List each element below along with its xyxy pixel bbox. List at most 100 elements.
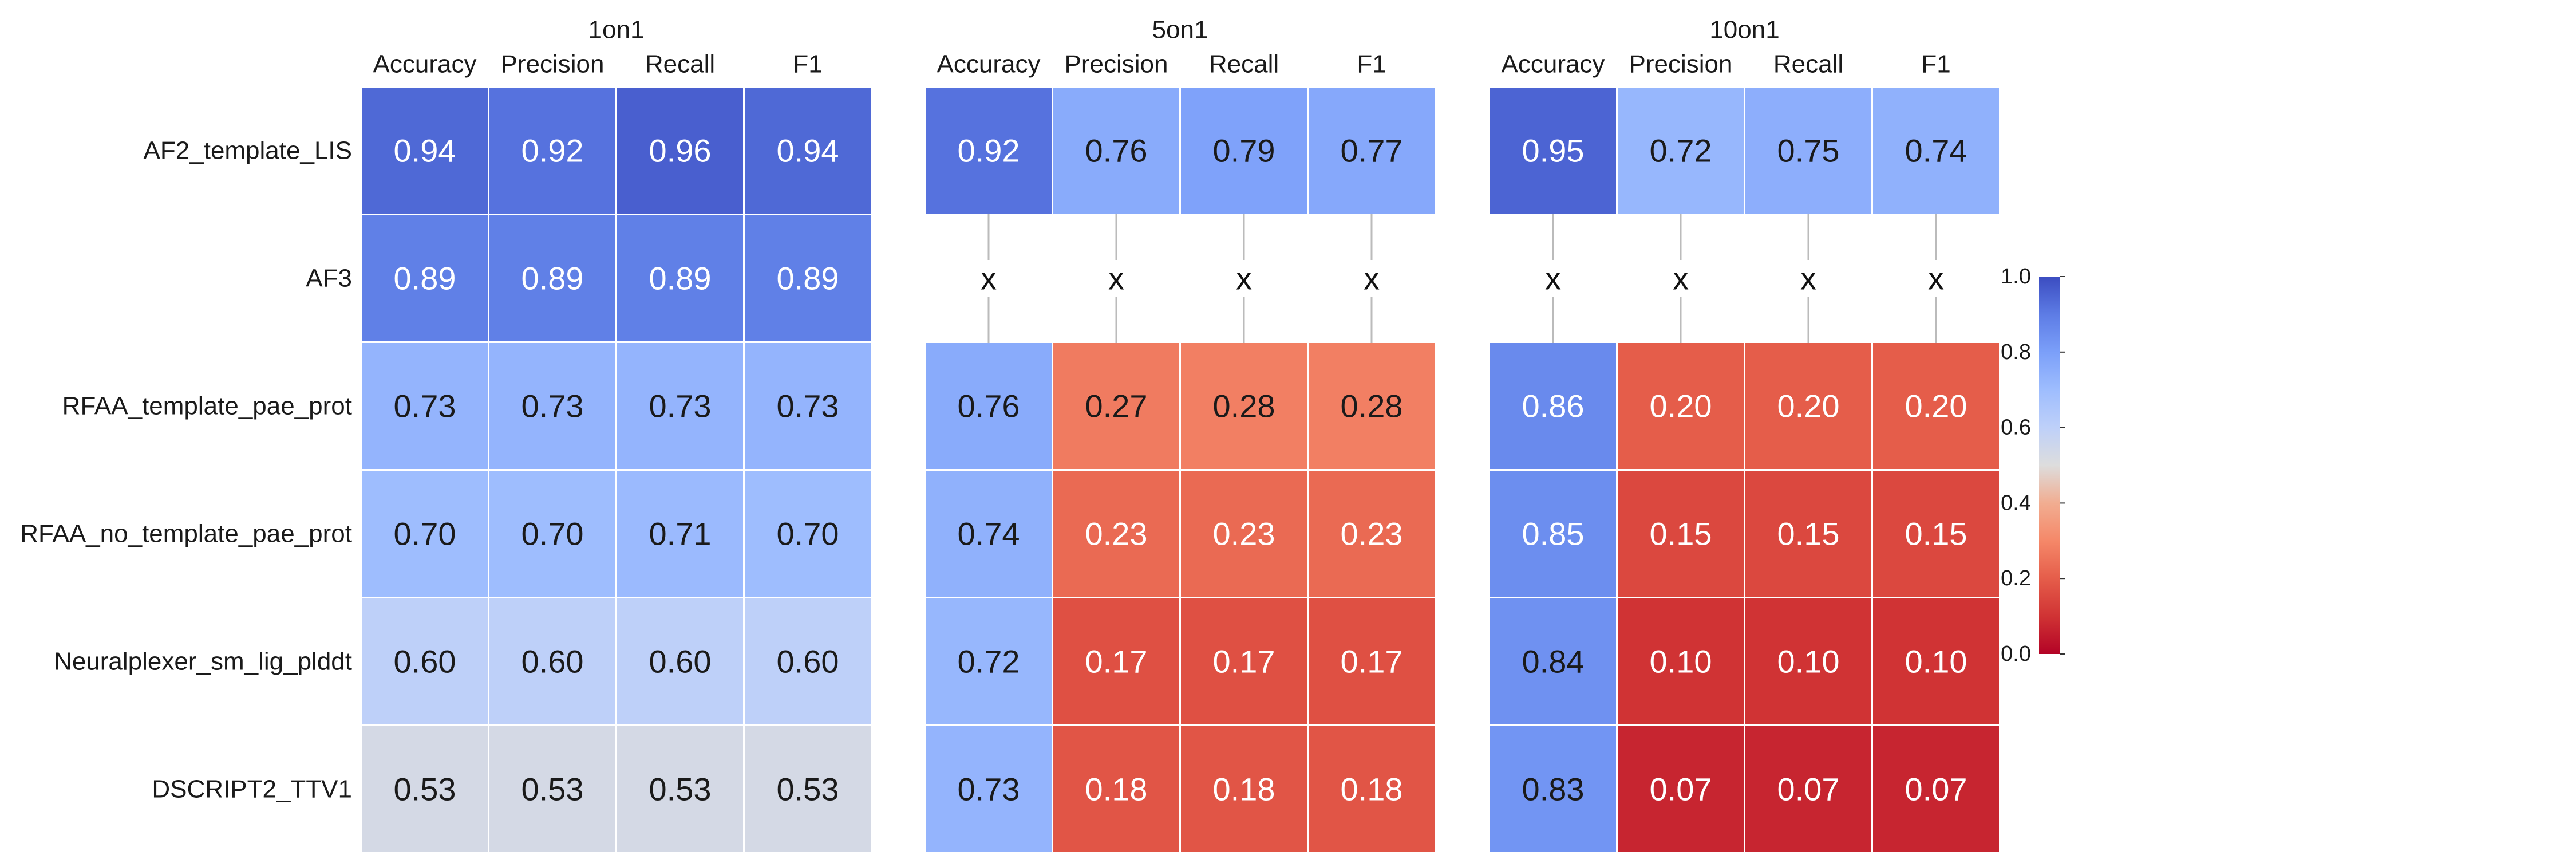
cell-value: 0.76 xyxy=(958,388,1020,424)
missing-marker-bg xyxy=(1229,260,1259,297)
panel-title: 5on1 xyxy=(1152,16,1208,44)
row-labels: AF2_template_LIS AF3 RFAA_template_pae_pro… xyxy=(20,137,352,803)
colorbar-tick-label: 1.0 xyxy=(2001,265,2031,289)
heatmap-cell xyxy=(1309,343,1435,469)
colorbar-tick-label: 0.4 xyxy=(2001,491,2031,515)
missing-marker: x xyxy=(1108,261,1124,297)
column-label-precision: Precision xyxy=(1065,50,1168,78)
cell-value: 0.73 xyxy=(777,388,839,424)
panels: 1on1 Accuracy Precision Recall F1 0.94 0.92 0.9… xyxy=(362,16,1999,852)
cell-value: 0.60 xyxy=(777,644,839,680)
cell-value: 0.84 xyxy=(1522,644,1585,680)
heatmap-cell xyxy=(1181,88,1307,214)
column-label-recall: Recall xyxy=(645,50,715,78)
heatmap-cell xyxy=(617,598,743,724)
cell-value: 0.60 xyxy=(521,644,584,680)
cell-value: 0.17 xyxy=(1085,644,1148,680)
heatmap-cell xyxy=(362,471,488,597)
cell-value: 0.07 xyxy=(1905,771,1967,807)
cell-value: 0.15 xyxy=(1650,516,1712,552)
column-label-f1: F1 xyxy=(1921,50,1950,78)
heatmap-cell xyxy=(1181,343,1307,469)
cell-value: 0.70 xyxy=(394,516,456,552)
colorbar-tick-label: 0.6 xyxy=(2001,416,2031,440)
cell-value: 0.94 xyxy=(777,133,839,169)
heatmap-cell xyxy=(1181,726,1307,852)
cell-value: 0.79 xyxy=(1213,133,1275,169)
heatmap-cell xyxy=(1490,471,1616,597)
heatmap-cell xyxy=(617,471,743,597)
cell-value: 0.10 xyxy=(1905,644,1967,680)
heatmap-cell xyxy=(362,726,488,852)
heatmap-cell xyxy=(489,471,615,597)
colorbar: 0.0 0.2 0.4 0.6 0.8 1.0 xyxy=(2001,265,2065,666)
cell-value: 0.83 xyxy=(1522,771,1585,807)
cell-value: 0.17 xyxy=(1341,644,1403,680)
heatmap-cell xyxy=(1873,471,1999,597)
heatmap-cell xyxy=(617,215,743,341)
cell-value: 0.89 xyxy=(394,261,456,297)
column-label-precision: Precision xyxy=(1629,50,1733,78)
heatmap-cell xyxy=(745,726,871,852)
heatmap-cell xyxy=(1618,726,1744,852)
heatmap-cell xyxy=(1745,598,1871,724)
cell-value: 0.18 xyxy=(1213,771,1275,807)
heatmap-cell xyxy=(1873,88,1999,214)
cell-value: 0.20 xyxy=(1650,388,1712,424)
cell-value: 0.15 xyxy=(1777,516,1840,552)
missing-marker-bg xyxy=(974,260,1003,297)
column-label-accuracy: Accuracy xyxy=(1502,50,1605,78)
heatmap-cell xyxy=(1745,343,1871,469)
heatmap-cell xyxy=(1309,726,1435,852)
missing-marker: x xyxy=(1236,261,1252,297)
heatmap-cell xyxy=(1181,598,1307,724)
cell-value: 0.72 xyxy=(1650,133,1712,169)
heatmap-cell xyxy=(1618,598,1744,724)
panel-title: 10on1 xyxy=(1709,16,1779,44)
panel-10on1: 10on1 Accuracy Precision Recall F1 0.95 0.72 0.… xyxy=(1490,16,1999,852)
heatmap-cell xyxy=(1618,343,1744,469)
heatmap-cell xyxy=(1053,88,1179,214)
missing-marker-bg xyxy=(1101,260,1131,297)
cell-value: 0.10 xyxy=(1650,644,1712,680)
cell-value: 0.17 xyxy=(1213,644,1275,680)
missing-marker: x xyxy=(981,261,997,297)
colorbar-tick-label: 0.8 xyxy=(2001,340,2031,364)
cell-value: 0.53 xyxy=(394,771,456,807)
column-label-recall: Recall xyxy=(1773,50,1843,78)
cell-value: 0.18 xyxy=(1341,771,1403,807)
panel-1on1: 1on1 Accuracy Precision Recall F1 0.94 0.92 0.9… xyxy=(362,16,871,852)
colorbar-tick-label: 0.0 xyxy=(2001,642,2031,666)
cell-value: 0.73 xyxy=(521,388,584,424)
cell-value: 0.86 xyxy=(1522,388,1585,424)
heatmap-cell xyxy=(745,471,871,597)
heatmap-cell xyxy=(489,215,615,341)
heatmap-cell xyxy=(1490,726,1616,852)
cell-value: 0.70 xyxy=(521,516,584,552)
missing-marker-bg xyxy=(1538,260,1568,297)
heatmap-cell xyxy=(1309,598,1435,724)
heatmap-cell xyxy=(362,598,488,724)
row-label-rfaa-no-template-pae-prot: RFAA_no_template_pae_prot xyxy=(20,520,352,548)
row-label-af3: AF3 xyxy=(306,265,352,293)
cell-value: 0.70 xyxy=(777,516,839,552)
cell-value: 0.28 xyxy=(1341,388,1403,424)
heatmap-cell xyxy=(1618,471,1744,597)
heatmap-cell xyxy=(1490,88,1616,214)
cell-value: 0.74 xyxy=(1905,133,1967,169)
cell-value: 0.10 xyxy=(1777,644,1840,680)
row-label-dscript2-ttv1: DSCRIPT2_TTV1 xyxy=(152,775,352,803)
heatmap-cell xyxy=(617,343,743,469)
heatmap-cell xyxy=(1745,88,1871,214)
heatmap-cell xyxy=(926,88,1052,214)
cell-value: 0.89 xyxy=(777,261,839,297)
missing-marker: x xyxy=(1673,261,1689,297)
heatmap-cell xyxy=(926,343,1052,469)
heatmap-cell xyxy=(1053,471,1179,597)
row-label-af2-template-lis: AF2_template_LIS xyxy=(144,137,352,165)
column-label-accuracy: Accuracy xyxy=(373,50,477,78)
cell-value: 0.73 xyxy=(649,388,712,424)
cell-value: 0.28 xyxy=(1213,388,1275,424)
cell-value: 0.20 xyxy=(1905,388,1967,424)
